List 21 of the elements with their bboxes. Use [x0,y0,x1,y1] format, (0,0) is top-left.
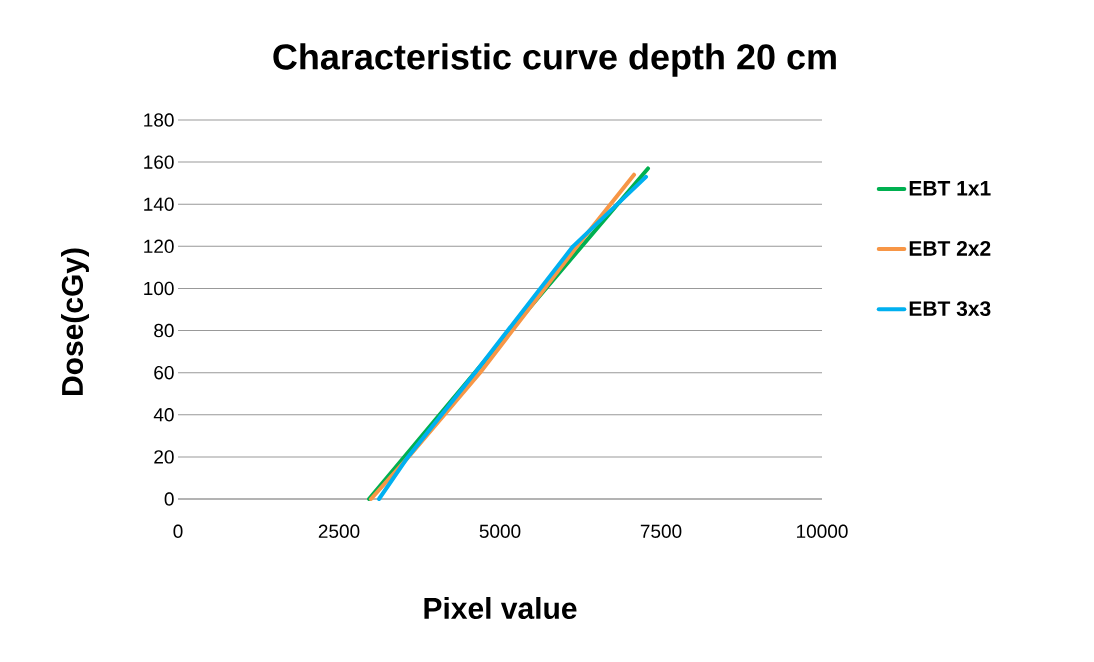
y-tick-label: 60 [154,365,174,380]
x-tick-label: 5000 [479,524,521,538]
y-tick-label: 120 [144,239,174,254]
x-tick-label: 10000 [797,524,848,538]
y-tick-label: 20 [154,450,174,464]
y-tick-label: 100 [144,281,174,296]
x-tick-label: 0 [173,524,183,538]
legend-label: EBT 3x3 [909,301,991,317]
y-tick-label: 0 [164,492,174,506]
y-tick-label: 180 [144,113,174,127]
x-tick-label: 2500 [318,524,360,538]
y-tick-label: 140 [144,197,174,211]
x-axis-title: Pixel value [424,596,577,620]
y-tick-label: 160 [144,155,174,169]
legend-label: EBT 2x2 [909,240,991,256]
y-axis-title: Dose(cGy) [61,248,89,396]
chart-title: Characteristic curve depth 20 cm [273,43,836,77]
y-tick-label: 40 [153,408,174,422]
legend-label: EBT 1x1 [909,181,991,196]
y-tick-label: 80 [154,323,174,338]
x-tick-label: 7500 [640,524,682,538]
